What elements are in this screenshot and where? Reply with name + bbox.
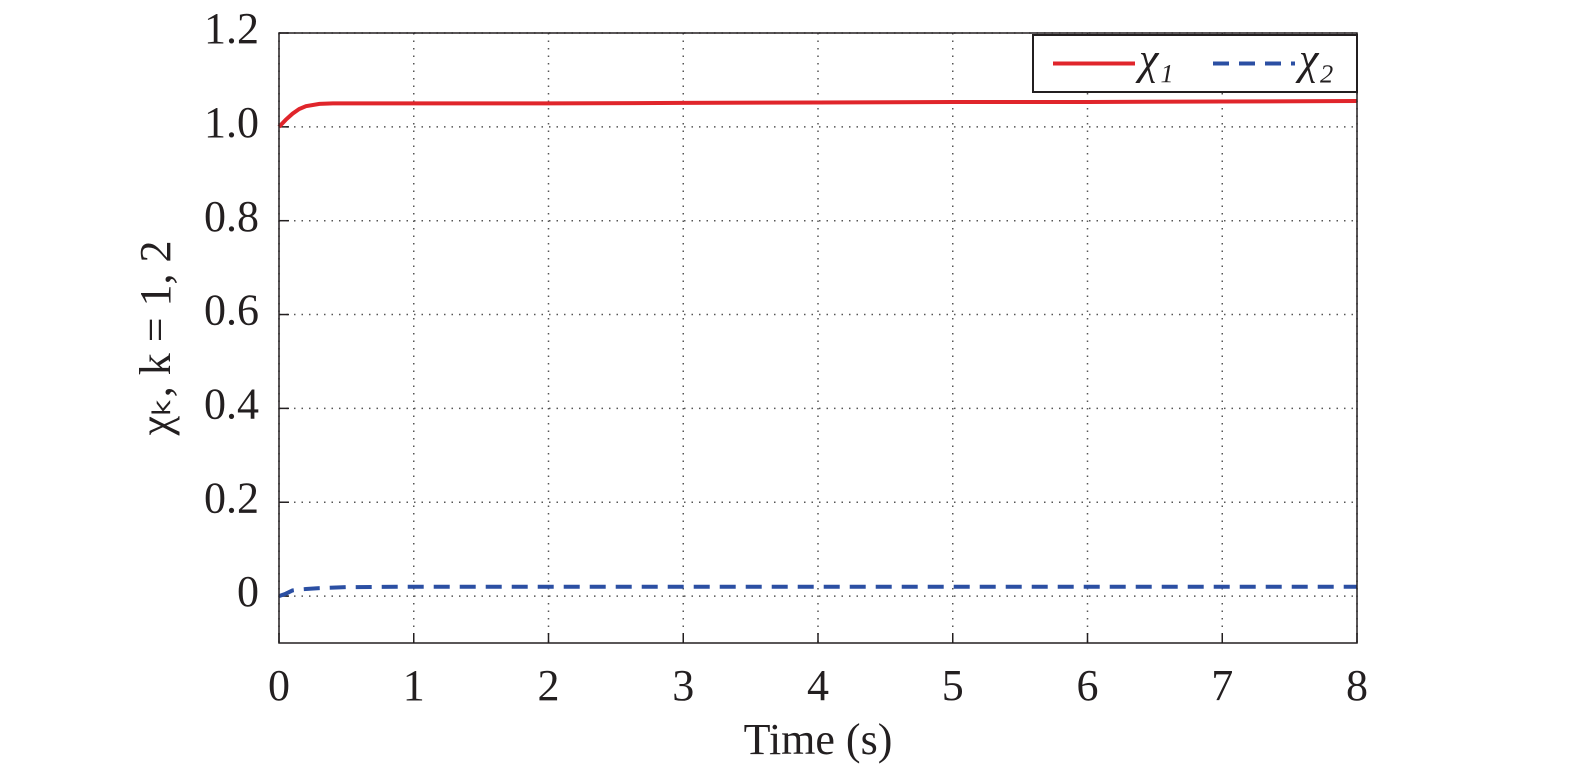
x-tick-label: 0 bbox=[268, 661, 290, 710]
y-tick-label: 1.2 bbox=[204, 4, 259, 53]
x-tick-label: 2 bbox=[538, 661, 560, 710]
x-axis-label: Time (s) bbox=[744, 715, 893, 764]
x-tick-label: 5 bbox=[942, 661, 964, 710]
x-tick-label: 3 bbox=[672, 661, 694, 710]
y-tick-label: 0.2 bbox=[204, 473, 259, 522]
y-axis-label: χₖ, k = 1, 2 bbox=[131, 240, 180, 436]
x-tick-label: 6 bbox=[1077, 661, 1099, 710]
axes-frame bbox=[278, 32, 1358, 644]
data-line bbox=[278, 584, 1357, 598]
y-tick-label: 0.8 bbox=[204, 192, 259, 241]
plot-area bbox=[279, 33, 1357, 643]
y-tick-label: 0 bbox=[237, 567, 259, 616]
y-tick-label: 1.0 bbox=[204, 98, 259, 147]
legend-label: χ₁ bbox=[1135, 35, 1174, 84]
legend-box bbox=[1032, 34, 1358, 93]
x-tick-label: 7 bbox=[1211, 661, 1233, 710]
data-line bbox=[277, 99, 1358, 129]
x-tick-label: 8 bbox=[1346, 661, 1368, 710]
legend-label: χ₂ bbox=[1295, 35, 1334, 84]
y-tick-label: 0.4 bbox=[204, 379, 259, 428]
x-tick-label: 1 bbox=[403, 661, 425, 710]
x-tick-label: 4 bbox=[807, 661, 829, 710]
y-tick-label: 0.6 bbox=[204, 286, 259, 335]
